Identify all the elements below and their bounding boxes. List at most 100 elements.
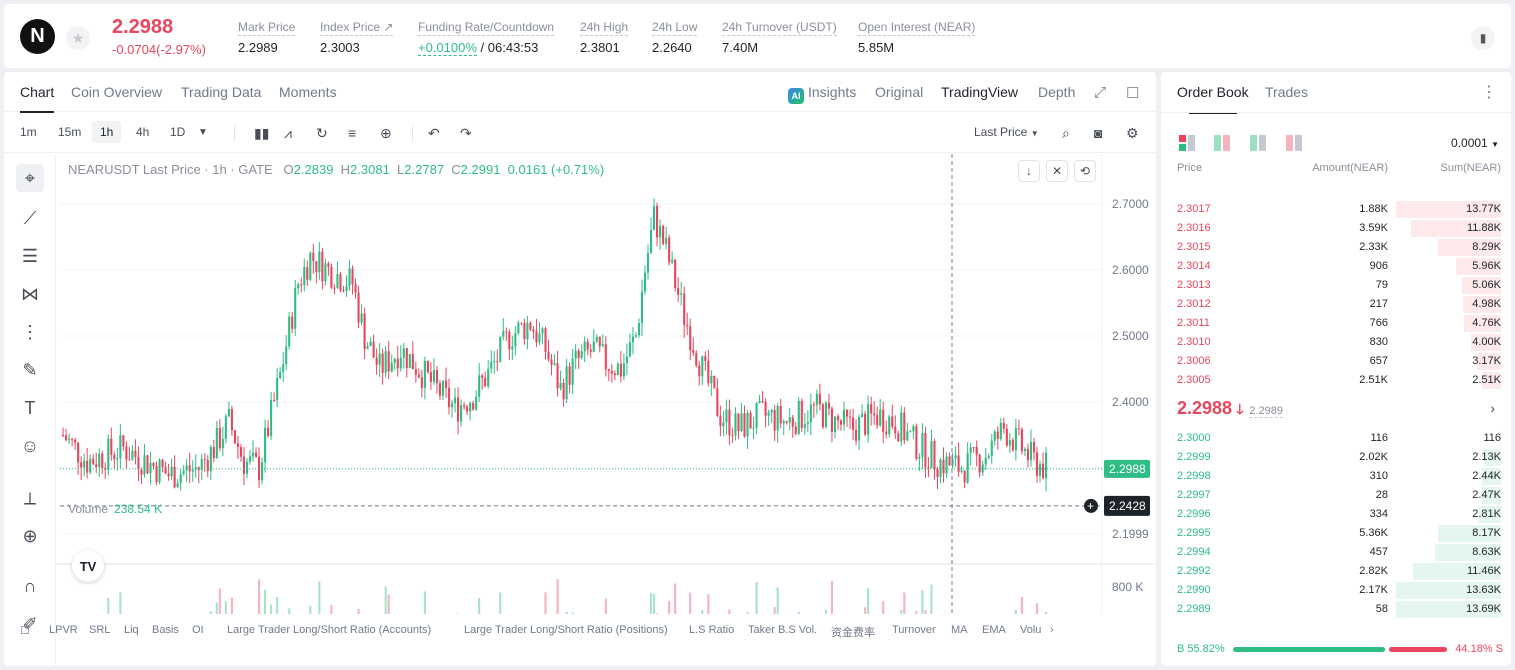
tab-coin-overview[interactable]: Coin Overview	[71, 84, 163, 100]
settings-gear-icon[interactable]: ⚙	[1126, 125, 1139, 141]
depth-bar	[1411, 220, 1501, 237]
bid-row[interactable]: 2.3000 116 116	[1161, 429, 1511, 448]
timeframe-4h[interactable]: 4h	[136, 125, 150, 139]
view-asks-icon[interactable]	[1286, 135, 1304, 151]
view-split-icon[interactable]	[1214, 135, 1232, 151]
search-icon[interactable]: ⌕	[1062, 125, 1070, 141]
stat-funding-rate[interactable]: Funding Rate/Countdown +0.0100% / 06:43:…	[418, 18, 555, 56]
indicator-volume[interactable]: Volu	[1020, 624, 1042, 636]
indicator-ma[interactable]: MA	[951, 624, 968, 636]
tab-moments[interactable]: Moments	[279, 84, 337, 100]
indicator-turnover[interactable]: Turnover	[892, 624, 936, 636]
depth-bar	[1463, 296, 1501, 313]
ask-row[interactable]: 2.3016 3.59K 11.88K	[1161, 219, 1511, 238]
stat-mark-price[interactable]: Mark Price 2.2989	[238, 18, 296, 55]
tab-original[interactable]: Original	[875, 84, 924, 100]
ruler-icon[interactable]: ⟂	[23, 487, 36, 508]
tab-insights[interactable]: AI Insights	[788, 84, 856, 104]
ask-row[interactable]: 2.3017 1.88K 13.77K	[1161, 200, 1511, 219]
tab-chart[interactable]: Chart	[20, 84, 55, 113]
bid-row[interactable]: 2.2990 2.17K 13.63K	[1161, 581, 1511, 600]
fib-icon[interactable]: ⋮	[21, 321, 39, 342]
indicator-taker-bs-vol[interactable]: Taker B.S Vol.	[748, 624, 818, 636]
ask-row[interactable]: 2.3015 2.33K 8.29K	[1161, 238, 1511, 257]
ask-row[interactable]: 2.3012 217 4.98K	[1161, 295, 1511, 314]
collapse-icon[interactable]: ✕	[1046, 160, 1068, 182]
ask-row[interactable]: 2.3014 906 5.96K	[1161, 257, 1511, 276]
text-tool-icon[interactable]: T	[24, 397, 36, 418]
tab-trades[interactable]: Trades	[1265, 84, 1309, 100]
ask-row[interactable]: 2.3013 79 5.06K	[1161, 276, 1511, 295]
bid-row[interactable]: 2.2995 5.36K 8.17K	[1161, 524, 1511, 543]
chevron-right-icon[interactable]: ›	[1490, 400, 1495, 416]
indicator-basis[interactable]: Basis	[152, 624, 179, 636]
tab-tradingview[interactable]: TradingView	[941, 84, 1019, 100]
horizontal-lines-icon[interactable]: ☰	[21, 245, 39, 266]
more-options-icon[interactable]: ⋮	[1481, 84, 1497, 101]
tradingview-logo-icon[interactable]: TV	[72, 550, 104, 582]
timeframe-1m[interactable]: 1m	[20, 125, 37, 139]
expand-icon[interactable]: ⤢	[1094, 84, 1107, 101]
bid-row[interactable]: 2.2989 58 13.69K	[1161, 600, 1511, 619]
indicator-scroll-right-icon[interactable]: ›	[1050, 624, 1054, 636]
indicator-ema[interactable]: EMA	[982, 624, 1006, 636]
timeframe-dropdown-icon[interactable]: ▼	[198, 127, 208, 138]
scroll-down-icon[interactable]: ↓	[1018, 160, 1040, 182]
pencil-lock-icon[interactable]: ✐	[22, 613, 38, 634]
indicator-liq[interactable]: Liq	[124, 624, 139, 636]
indicator-ls-ratio[interactable]: L.S Ratio	[689, 624, 735, 636]
stat-open-interest[interactable]: Open Interest (NEAR) 5.85M	[858, 18, 976, 55]
bid-row[interactable]: 2.2998 310 2.44K	[1161, 467, 1511, 486]
bid-row[interactable]: 2.2996 334 2.81K	[1161, 505, 1511, 524]
redo-icon[interactable]: ↷	[460, 125, 472, 141]
favorite-star-icon[interactable]: ★	[66, 26, 90, 50]
stat-index-price[interactable]: Index Price ↗ 2.3003	[320, 18, 394, 55]
camera-icon[interactable]: ◙	[1094, 125, 1103, 141]
timeframe-1d[interactable]: 1D	[170, 125, 186, 139]
mid-price[interactable]: 2.2988 🡓 2.2989	[1177, 398, 1283, 423]
timeframe-15m[interactable]: 15m	[58, 125, 82, 139]
price-type-select[interactable]: Last Price ▼	[974, 125, 1039, 139]
view-bids-icon[interactable]	[1250, 135, 1268, 151]
ask-row[interactable]: 2.3010 830 4.00K	[1161, 333, 1511, 352]
tab-trading-data[interactable]: Trading Data	[181, 84, 262, 100]
ask-row[interactable]: 2.3006 657 3.17K	[1161, 352, 1511, 371]
bid-row[interactable]: 2.2997 28 2.47K	[1161, 486, 1511, 505]
book-icon[interactable]: ▮	[1471, 26, 1495, 50]
candlestick-chart[interactable]: 2.7000 2.6000 2.5000 2.4000 2.1999 2.2988 2.24…	[56, 154, 1156, 666]
indicator-large-trader-positions[interactable]: Large Trader Long/Short Ratio (Positions…	[464, 624, 668, 636]
indicator-lpvr[interactable]: LPVR	[49, 624, 78, 636]
indicator-srl[interactable]: SRL	[89, 624, 111, 636]
reset-view-icon[interactable]: ⟲	[1074, 160, 1096, 182]
candles-icon[interactable]: ▮▮	[254, 125, 270, 141]
ask-row[interactable]: 2.3005 2.51K 2.51K	[1161, 371, 1511, 390]
tab-depth[interactable]: Depth	[1038, 84, 1076, 100]
indicators-icon[interactable]: ⩘	[284, 125, 292, 141]
bid-row[interactable]: 2.2994 457 8.63K	[1161, 543, 1511, 562]
brush-icon[interactable]: ✎	[22, 359, 38, 380]
precision-select[interactable]: 0.0001 ▼	[1451, 136, 1499, 150]
template-icon[interactable]: ≡	[348, 125, 357, 141]
down-arrow-icon: 🡓	[1236, 401, 1244, 417]
view-both-icon[interactable]	[1179, 135, 1197, 151]
magnet-icon[interactable]: ∩	[23, 575, 37, 596]
indicator-oi[interactable]: OI	[192, 624, 204, 636]
crosshair-icon[interactable]: ⌖	[16, 164, 44, 192]
undo-icon[interactable]: ↶	[428, 125, 440, 141]
candle-body	[414, 369, 417, 375]
timeframe-1h[interactable]: 1h	[92, 121, 122, 143]
bid-row[interactable]: 2.2999 2.02K 2.13K	[1161, 448, 1511, 467]
window-icon[interactable]: ☐	[1126, 85, 1140, 102]
indicator-funding-rate[interactable]: 资金费率	[831, 627, 875, 639]
trendline-icon[interactable]: ⟋	[23, 207, 37, 228]
ask-row[interactable]: 2.3011 766 4.76K	[1161, 314, 1511, 333]
refresh-icon[interactable]: ↻	[316, 125, 328, 141]
add-indicator-icon[interactable]: ⊕	[380, 125, 392, 141]
pattern-icon[interactable]: ⋈	[21, 283, 39, 304]
emoji-icon[interactable]: ☺	[20, 435, 40, 456]
zoom-in-icon[interactable]: ⊕	[22, 525, 38, 546]
indicator-large-trader-accounts[interactable]: Large Trader Long/Short Ratio (Accounts)	[227, 624, 432, 636]
bid-row[interactable]: 2.2992 2.82K 11.46K	[1161, 562, 1511, 581]
tab-order-book[interactable]: Order Book	[1177, 84, 1249, 114]
indicator-lock-icon[interactable]: ☐	[20, 625, 30, 637]
